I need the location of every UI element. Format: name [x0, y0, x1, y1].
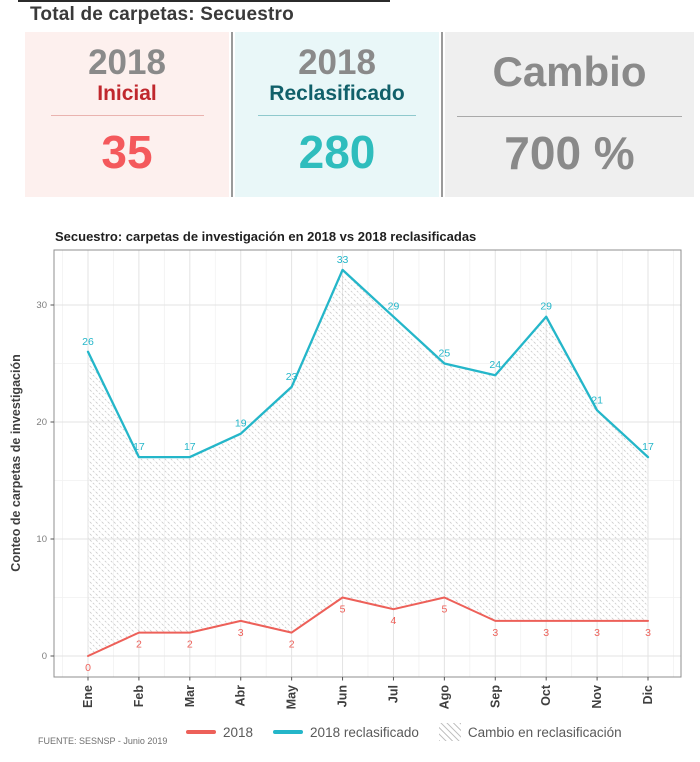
- ribbon-cambio-en-reclasificacion: [88, 269, 648, 656]
- line-2018-reclasificado: [86, 268, 650, 459]
- card-rule: [50, 114, 204, 116]
- point-label: 17: [642, 441, 654, 453]
- card-value-reclasificado: 280: [298, 125, 376, 178]
- x-tick-label: Oct: [539, 684, 553, 706]
- card-rule: [457, 116, 682, 118]
- x-tick-label: Jun: [336, 685, 350, 707]
- card-sublabel: Inicial: [97, 81, 157, 105]
- line-2018: [87, 596, 649, 657]
- point-label: 21: [591, 394, 603, 406]
- point-label: 26: [82, 336, 94, 348]
- card-rule: [258, 114, 416, 116]
- point-label: 17: [133, 441, 145, 453]
- point-label: 3: [238, 627, 244, 639]
- x-tick-label: Ago: [437, 685, 451, 710]
- page-title: Total de carpetas: Secuestro: [30, 4, 294, 25]
- point-label: 3: [492, 627, 498, 639]
- point-label: 4: [391, 615, 397, 627]
- legend-hatch-swatch: [438, 723, 461, 741]
- point-label: 29: [388, 301, 400, 313]
- x-tick-label: Jul: [386, 685, 400, 703]
- legend-label: 2018: [223, 724, 254, 740]
- point-label: 2: [289, 639, 295, 651]
- card-divider: [441, 32, 443, 197]
- x-tick-label: Sep: [488, 685, 502, 708]
- point-label: 29: [540, 301, 552, 313]
- card-cambio: Cambio 700 %: [445, 32, 694, 197]
- line-chart: Secuestro: carpetas de investigación en …: [0, 222, 700, 762]
- point-label: 5: [441, 604, 447, 616]
- x-tick-label: Nov: [590, 685, 604, 709]
- card-divider: [231, 32, 233, 197]
- point-label: 2: [187, 639, 193, 651]
- summary-cards: 2018 Inicial 35 2018 Reclasificado 280 C…: [25, 32, 694, 197]
- card-2018-inicial: 2018 Inicial 35: [25, 32, 229, 197]
- y-tick-label: 0: [42, 651, 47, 662]
- series-lines: [86, 268, 650, 657]
- x-tick-label: Dic: [641, 685, 655, 705]
- y-tick-label: 30: [36, 300, 47, 311]
- panel-border: [53, 249, 682, 678]
- point-label: 3: [594, 627, 600, 639]
- x-tick-label: Abr: [234, 685, 248, 707]
- legend-label: Cambio en reclasificación: [467, 724, 622, 740]
- legend-label: 2018 reclasificado: [310, 724, 419, 740]
- chart-title: Secuestro: carpetas de investigación en …: [55, 229, 476, 244]
- x-tick-label: Ene: [81, 685, 95, 708]
- y-tick-label: 10: [36, 534, 47, 545]
- legend-item-2018: 2018: [186, 725, 253, 740]
- chart-svg: Secuestro: carpetas de investigación en …: [9, 229, 682, 709]
- legend-item-cambio: Cambio en reclasificación: [438, 723, 622, 741]
- card-sublabel: Reclasificado: [269, 81, 405, 105]
- card-year: 2018: [88, 43, 166, 82]
- legend-item-2018-reclasificado: 2018 reclasificado: [273, 725, 419, 740]
- top-divider: [18, 0, 390, 2]
- legend-line-swatch-teal: [273, 730, 304, 734]
- chart-legend: 2018 2018 reclasificado Cambio en reclas…: [186, 723, 622, 741]
- point-label: 17: [184, 441, 196, 453]
- legend-line-swatch-red: [186, 730, 216, 734]
- x-tick-label: Mar: [183, 685, 197, 707]
- y-axis-title: Conteo de carpetas de investigación: [9, 354, 23, 571]
- x-tick-label: May: [285, 685, 299, 709]
- point-label: 5: [340, 604, 346, 616]
- point-label: 33: [337, 254, 349, 266]
- point-label: 25: [439, 348, 451, 360]
- y-tick-label: 20: [36, 417, 47, 428]
- card-value-inicial: 35: [101, 125, 153, 178]
- point-label: 24: [489, 359, 501, 371]
- point-label: 3: [543, 627, 549, 639]
- point-label: 3: [645, 627, 651, 639]
- x-tick-label: Feb: [132, 685, 146, 708]
- card-2018-reclasificado: 2018 Reclasificado 280: [235, 32, 439, 197]
- point-label: 2: [136, 639, 142, 651]
- point-label: 19: [235, 418, 247, 430]
- card-year: 2018: [298, 43, 376, 82]
- card-value-cambio: 700 %: [504, 127, 635, 180]
- point-label: 23: [286, 371, 298, 383]
- point-label: 0: [85, 662, 91, 674]
- card-title-cambio: Cambio: [492, 48, 647, 95]
- source-note: FUENTE: SESNSP - Junio 2019: [38, 736, 168, 746]
- change-ribbon-hatched: [88, 269, 648, 656]
